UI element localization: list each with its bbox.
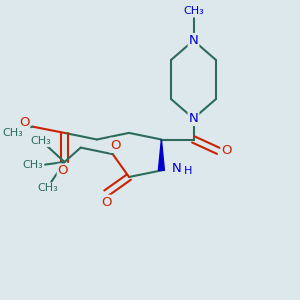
Text: CH₃: CH₃	[2, 128, 23, 138]
Text: CH₃: CH₃	[22, 160, 44, 170]
Text: O: O	[58, 164, 68, 178]
Text: H: H	[184, 166, 193, 176]
Text: N: N	[189, 112, 198, 125]
Polygon shape	[158, 140, 164, 170]
Text: O: O	[101, 196, 112, 209]
Text: CH₃: CH₃	[31, 136, 52, 146]
Text: CH₃: CH₃	[38, 183, 58, 194]
Text: O: O	[110, 139, 121, 152]
Text: CH₃: CH₃	[183, 6, 204, 16]
Text: O: O	[19, 116, 29, 130]
Text: N: N	[189, 34, 198, 47]
Text: N: N	[172, 162, 181, 176]
Text: O: O	[221, 144, 232, 158]
